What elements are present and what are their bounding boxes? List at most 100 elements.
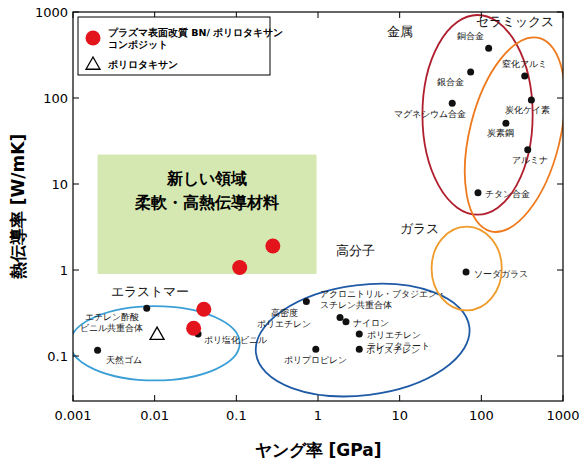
data-point	[94, 347, 101, 354]
point-label: ソーダガラス	[474, 269, 528, 279]
data-point	[303, 298, 310, 305]
text-line: ポリプロピレン	[284, 355, 347, 365]
data-point	[337, 314, 344, 321]
legend: プラズマ表面改質 BN/ ポリロタキサン コンポジットポリロタキサン	[78, 17, 287, 75]
text-line: 炭素鋼	[487, 128, 514, 138]
y-tick	[557, 98, 563, 99]
y-tick	[557, 270, 563, 271]
text-line: ビニル共重合体	[80, 323, 143, 333]
legend-label: プラズマ表面改質 BN/ ポリロタキサン コンポジット	[108, 27, 287, 50]
region-label: エラストマー	[111, 284, 189, 299]
x-tick	[73, 395, 74, 401]
data-point	[474, 189, 481, 196]
x-tick	[154, 395, 155, 401]
point-label: ポリプロピレン	[284, 355, 347, 365]
plot-frame	[73, 12, 563, 401]
y-tick	[73, 12, 79, 13]
text-line: ポリ塩化ビニル	[204, 335, 267, 345]
region-label: ガラス	[400, 221, 439, 236]
series	[94, 45, 535, 354]
legend-marker	[86, 31, 101, 46]
text-line: 天然ゴム	[106, 355, 142, 365]
data-point	[312, 346, 319, 353]
x-tick	[73, 12, 74, 18]
highlight-label: 新しい領域柔軟・高熱伝導材料	[134, 169, 279, 212]
labels: 新しい領域柔軟・高熱伝導材料エラストマー高分子ガラス金属セラミックスエチレン酢酸…	[80, 14, 554, 365]
text-line: 窒化アルミ	[502, 59, 547, 69]
data-point	[356, 346, 363, 353]
point-label: ポリ塩化ビニル	[204, 335, 267, 345]
x-tick-label: 100	[469, 408, 494, 423]
text-line: 新しい領域	[166, 169, 247, 188]
y-tick	[557, 12, 563, 13]
y-tick-label: 1000	[35, 5, 68, 20]
legend-marker	[86, 57, 100, 69]
text-line: ポリロタキサン	[107, 59, 178, 70]
y-tick-label: 10	[51, 177, 68, 192]
highlight-region	[98, 155, 317, 274]
data-point	[528, 96, 535, 103]
text-line: 銅合金	[457, 31, 484, 41]
point-label: マグネシウム合金	[394, 109, 466, 119]
x-tick-label: 1000	[546, 408, 579, 423]
x-tick	[399, 12, 400, 18]
data-point	[186, 321, 201, 336]
point-label: エチレン酢酸ビニル共重合体	[80, 312, 143, 333]
legend-label: ポリロタキサン	[107, 59, 178, 70]
x-tick-label: 0.001	[54, 408, 91, 423]
x-tick	[399, 395, 400, 401]
data-point	[463, 268, 470, 275]
text-line: アクロニトリル・ブタジエン・	[320, 289, 446, 299]
point-label: 炭化ケイ素	[505, 105, 550, 115]
series	[150, 327, 164, 339]
point-label: チタン合金	[485, 189, 530, 199]
text-line: コンポジット	[108, 39, 168, 50]
data-point	[143, 305, 150, 312]
text-line: アルミナ	[512, 155, 548, 165]
text-line: プラズマ表面改質 BN/ ポリロタキサン	[108, 27, 287, 39]
y-tick	[73, 356, 79, 357]
x-tick	[481, 395, 482, 401]
y-tick	[73, 184, 79, 185]
text-line: ポリスチレン	[366, 345, 420, 355]
text-line: 炭化ケイ素	[505, 105, 550, 115]
text-line: エチレン酢酸	[85, 312, 139, 322]
region-label: 高分子	[336, 243, 375, 258]
region-ellipse	[447, 27, 563, 242]
x-tick	[318, 12, 319, 18]
point-label: 銅合金	[457, 31, 484, 41]
data-point	[150, 327, 164, 339]
data-point	[502, 120, 509, 127]
point-label: ナイロン	[353, 318, 389, 328]
data-point	[521, 73, 528, 80]
text-line: スチレン共重合体	[320, 300, 392, 310]
point-label: ポリスチレン	[366, 345, 420, 355]
data-point	[232, 260, 247, 275]
x-axis-title: ヤング率 [GPa]	[255, 440, 382, 460]
y-axis-title: 熱伝導率 [W/mK]	[8, 134, 28, 280]
chart: 0.0010.010.111010010000.11101001000ヤング率 …	[0, 0, 585, 470]
region-label: セラミックス	[476, 14, 554, 29]
text-line: ポリエチレン	[367, 330, 421, 340]
data-point	[196, 302, 211, 317]
text-line: ナイロン	[353, 318, 389, 328]
y-tick	[73, 270, 79, 271]
y-tick-label: 100	[43, 91, 68, 106]
point-label: 銀合金	[437, 77, 464, 87]
x-tick-label: 0.01	[140, 408, 169, 423]
y-tick	[557, 356, 563, 357]
point-label: 窒化アルミ	[502, 59, 547, 69]
point-label: アクロニトリル・ブタジエン・スチレン共重合体	[320, 289, 446, 310]
text-line: チタン合金	[485, 189, 530, 199]
data-point	[467, 69, 474, 76]
legend-box	[78, 17, 270, 75]
y-tick	[73, 98, 79, 99]
point-label: アルミナ	[512, 155, 548, 165]
x-tick-label: 1	[314, 408, 322, 423]
text-line: ソーダガラス	[474, 269, 528, 279]
y-tick	[557, 184, 563, 185]
text-line: マグネシウム合金	[394, 109, 466, 119]
x-tick	[318, 395, 319, 401]
data-point	[524, 146, 531, 153]
data-point	[449, 100, 456, 107]
